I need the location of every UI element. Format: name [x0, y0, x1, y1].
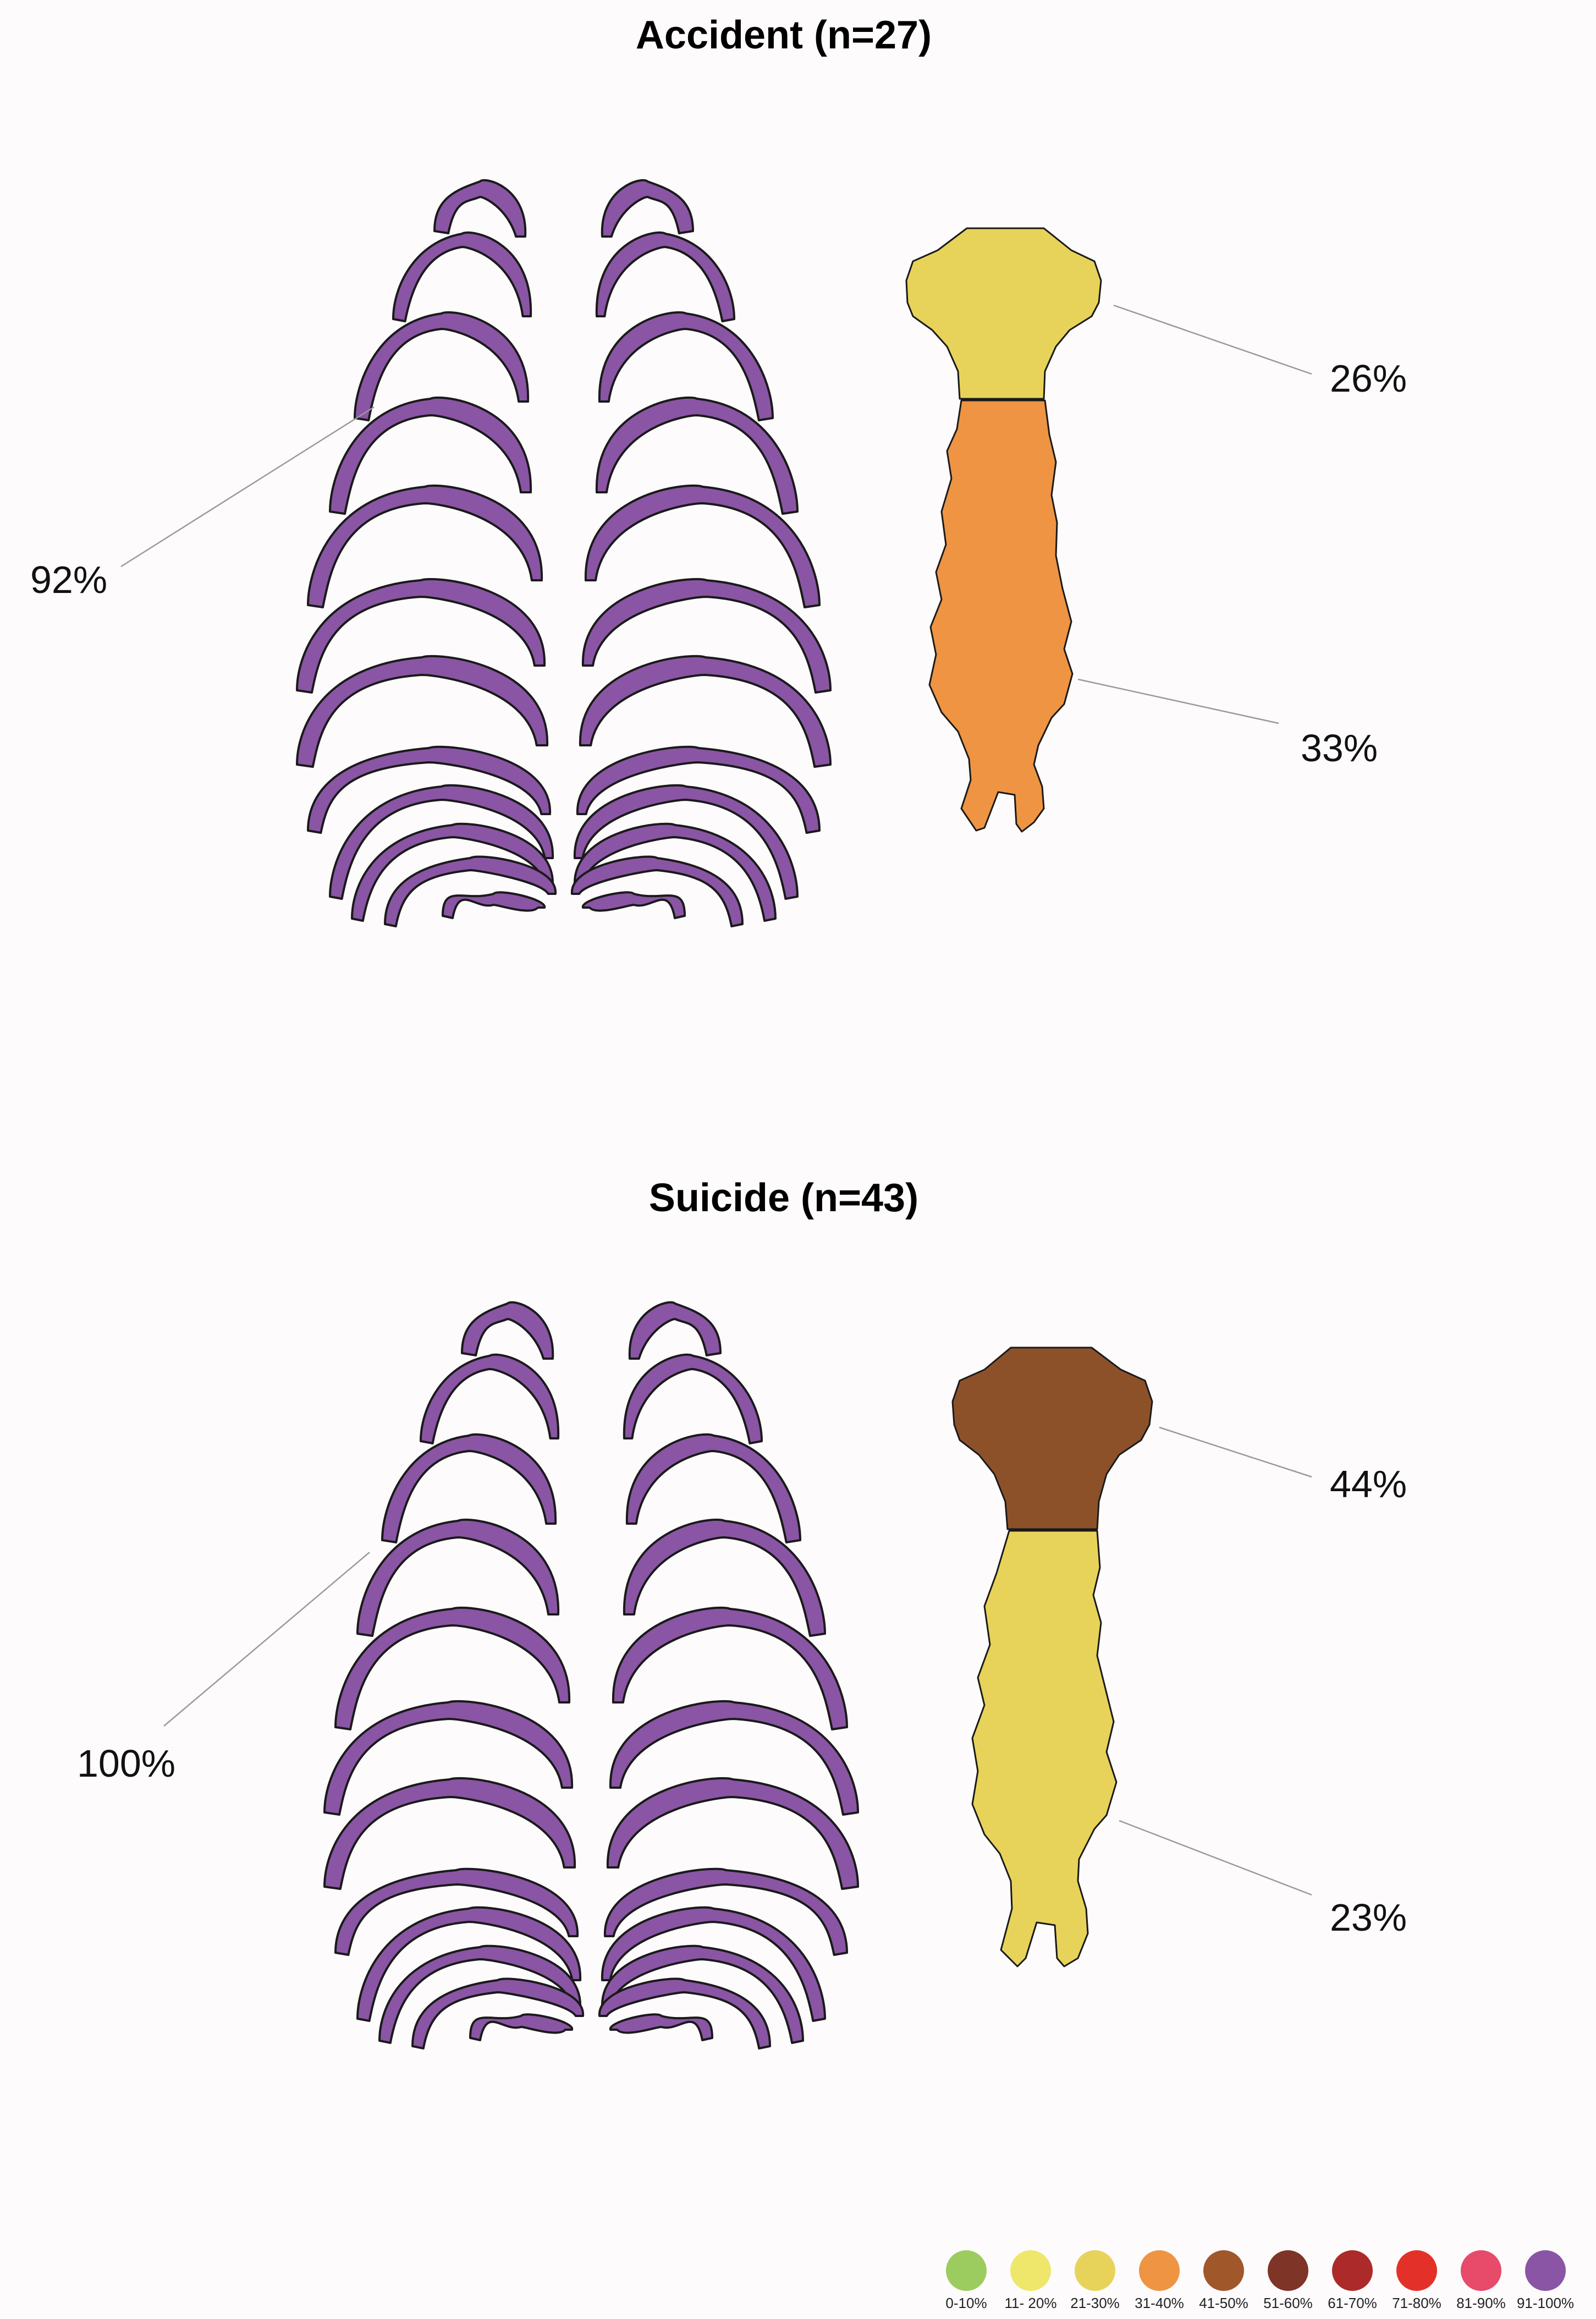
- rib-left-5: [334, 1606, 571, 1730]
- rib-left-7: [323, 1777, 576, 1890]
- rib-left-9: [329, 784, 554, 900]
- legend-label: 51-60%: [1263, 2295, 1313, 2311]
- sternum: [951, 1347, 1153, 1968]
- legend-swatch: [1268, 2250, 1308, 2291]
- rib-left-12: [442, 891, 546, 919]
- legend-swatch: [1525, 2250, 1566, 2291]
- legend-label: 71-80%: [1392, 2295, 1441, 2311]
- manubrium-leader-line: [1113, 304, 1312, 375]
- rib-left-1: [461, 1301, 554, 1360]
- legend-label: 11- 20%: [1005, 2295, 1057, 2311]
- rib-left-2: [420, 1353, 560, 1444]
- body-leader-line: [1119, 1820, 1312, 1896]
- rib-right-1: [601, 179, 694, 238]
- rib-right-8: [603, 1867, 848, 1956]
- legend-label: 31-40%: [1135, 2295, 1184, 2311]
- legend-label: 0-10%: [945, 2295, 987, 2311]
- ribcage: [296, 179, 832, 927]
- rib-left-10: [378, 1944, 582, 2044]
- ribs-leader-line: [163, 1552, 370, 1727]
- rib-left-12: [469, 2013, 573, 2041]
- rib-right-12: [609, 2013, 713, 2041]
- rib-left-5: [307, 484, 543, 608]
- legend-swatch: [1075, 2250, 1115, 2291]
- rib-left-11: [384, 855, 557, 927]
- legend-swatch: [1461, 2250, 1501, 2291]
- sternal-body: [971, 1530, 1118, 1968]
- legend-swatch: [1203, 2250, 1244, 2291]
- body-leader-line: [1077, 678, 1279, 724]
- sternal-body: [928, 399, 1074, 833]
- panel-suicide: Suicide (n=43) 100% 44% 23%: [77, 1176, 1407, 2049]
- rib-right-8: [576, 745, 821, 834]
- legend-label: 21-30%: [1070, 2295, 1120, 2311]
- rib-right-6: [581, 578, 832, 694]
- rib-right-11: [570, 855, 744, 927]
- body-percentage: 33%: [1301, 727, 1378, 770]
- rib-left-7: [296, 655, 549, 768]
- body-percentage: 23%: [1330, 1896, 1407, 1939]
- panel-accident: Accident (n=27) 92% 26% 33%: [30, 13, 1407, 927]
- rib-left-8: [307, 745, 552, 834]
- rib-right-9: [573, 784, 799, 900]
- legend-label: 81-90%: [1456, 2295, 1506, 2311]
- legend-swatch: [1396, 2250, 1437, 2291]
- rib-right-7: [606, 1777, 859, 1890]
- legend-swatch: [1139, 2250, 1180, 2291]
- ribs-percentage: 92%: [30, 558, 107, 601]
- manubrium-percentage: 26%: [1330, 357, 1407, 400]
- rib-right-3: [625, 1433, 801, 1543]
- rib-left-6: [296, 578, 546, 694]
- rib-left-6: [323, 1700, 574, 1816]
- manubrium: [951, 1347, 1153, 1530]
- manubrium-leader-line: [1159, 1426, 1312, 1478]
- manubrium: [905, 227, 1102, 400]
- rib-left-1: [433, 179, 527, 238]
- rib-right-2: [595, 231, 735, 322]
- rib-right-4: [623, 1518, 826, 1637]
- ribcage: [323, 1301, 859, 2049]
- panel-title: Suicide (n=43): [649, 1176, 918, 1220]
- legend-swatch: [1010, 2250, 1051, 2291]
- sternum: [905, 227, 1102, 833]
- rib-right-9: [601, 1906, 826, 2022]
- rib-right-5: [612, 1606, 848, 1730]
- rib-right-7: [579, 655, 832, 768]
- rib-left-8: [334, 1867, 579, 1956]
- rib-right-5: [584, 484, 821, 608]
- legend-label: 41-50%: [1199, 2295, 1248, 2311]
- rib-left-2: [392, 231, 532, 322]
- rib-left-3: [381, 1433, 557, 1543]
- rib-left-11: [411, 1977, 585, 2049]
- rib-left-10: [351, 822, 554, 922]
- rib-left-4: [356, 1518, 560, 1637]
- ribs-percentage: 100%: [77, 1742, 175, 1785]
- rib-right-2: [623, 1353, 763, 1444]
- legend-swatch: [1332, 2250, 1373, 2291]
- ribs-leader-line: [120, 406, 375, 568]
- rib-right-11: [598, 1977, 771, 2049]
- legend-swatch: [946, 2250, 987, 2291]
- panel-title: Accident (n=27): [636, 13, 932, 57]
- rib-right-10: [601, 1944, 804, 2044]
- rib-right-12: [582, 891, 686, 919]
- legend-label: 61-70%: [1328, 2295, 1377, 2311]
- rib-left-4: [329, 396, 532, 515]
- rib-right-3: [598, 311, 774, 421]
- rib-right-1: [628, 1301, 722, 1360]
- rib-left-3: [354, 311, 530, 421]
- color-legend: 0-10% 11- 20% 21-30% 31-40% 41-50% 51-60% 61-7…: [945, 2250, 1574, 2311]
- rib-right-6: [609, 1700, 859, 1816]
- rib-right-4: [595, 396, 799, 515]
- rib-left-9: [356, 1906, 582, 2022]
- legend-label: 91-100%: [1517, 2295, 1574, 2311]
- manubrium-percentage: 44%: [1330, 1463, 1407, 1505]
- rib-right-10: [573, 822, 777, 922]
